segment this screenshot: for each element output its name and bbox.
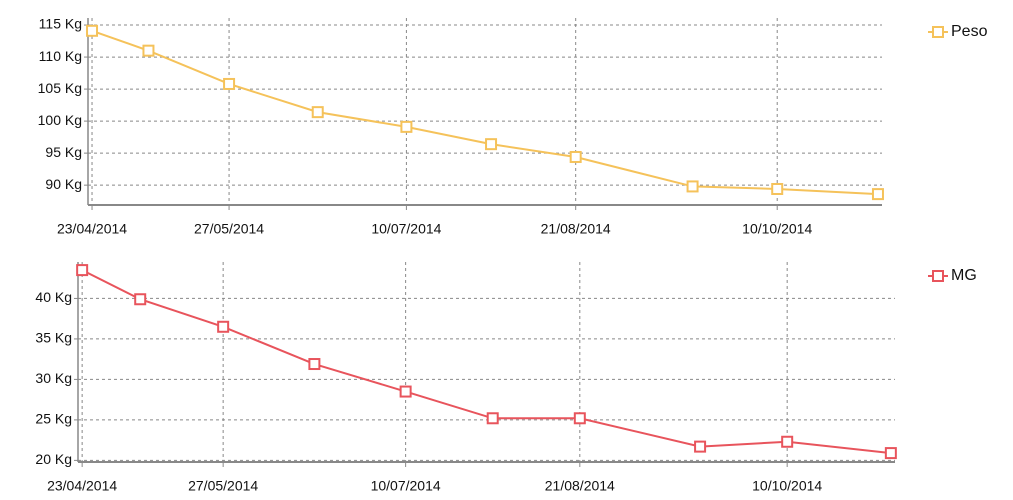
y-tick-label: 25 Kg xyxy=(35,411,72,427)
point-marker xyxy=(569,150,582,163)
y-tick-label: 110 Kg xyxy=(39,48,82,64)
y-tick-label: 105 Kg xyxy=(38,80,82,96)
y-tick-label: 40 Kg xyxy=(35,289,72,305)
y-tick-label: 20 Kg xyxy=(35,451,72,467)
x-tick-label: 27/05/2014 xyxy=(194,221,264,237)
x-tick-label: 10/10/2014 xyxy=(742,221,812,237)
point-marker xyxy=(311,106,324,119)
point-marker xyxy=(686,180,699,193)
x-tick-label: 10/10/2014 xyxy=(752,478,822,494)
point-marker xyxy=(871,188,884,201)
y-tick-label: 90 Kg xyxy=(45,176,82,192)
point-marker xyxy=(76,264,89,277)
y-tick-label: 30 Kg xyxy=(35,370,72,386)
legend-marker xyxy=(932,270,944,282)
series-line xyxy=(91,29,879,196)
x-tick-label: 23/04/2014 xyxy=(57,221,127,237)
point-marker xyxy=(771,182,784,195)
point-marker xyxy=(399,385,412,398)
point-marker xyxy=(486,412,499,425)
y-tick-label: 115 Kg xyxy=(39,16,82,32)
y-tick-label: 95 Kg xyxy=(45,144,82,160)
point-marker xyxy=(308,358,321,371)
x-tick-label: 21/08/2014 xyxy=(545,478,615,494)
point-marker xyxy=(223,77,236,90)
legend-label: Peso xyxy=(951,23,988,40)
point-marker xyxy=(694,440,707,453)
point-marker xyxy=(884,447,897,460)
point-marker xyxy=(86,24,99,37)
x-tick-label: 10/07/2014 xyxy=(371,478,441,494)
point-marker xyxy=(485,138,498,151)
x-tick-label: 27/05/2014 xyxy=(188,478,258,494)
y-tick-label: 100 Kg xyxy=(38,112,82,128)
series-line xyxy=(81,269,891,455)
point-marker xyxy=(781,435,794,448)
legend-label: MG xyxy=(951,267,977,284)
point-marker xyxy=(142,44,155,57)
point-marker xyxy=(134,293,147,306)
point-marker xyxy=(573,412,586,425)
point-marker xyxy=(217,320,230,333)
legend-marker xyxy=(932,26,944,38)
x-tick-label: 23/04/2014 xyxy=(47,478,117,494)
x-tick-label: 10/07/2014 xyxy=(371,221,441,237)
y-tick-label: 35 Kg xyxy=(35,330,72,346)
x-tick-label: 21/08/2014 xyxy=(541,221,611,237)
point-marker xyxy=(400,120,413,133)
